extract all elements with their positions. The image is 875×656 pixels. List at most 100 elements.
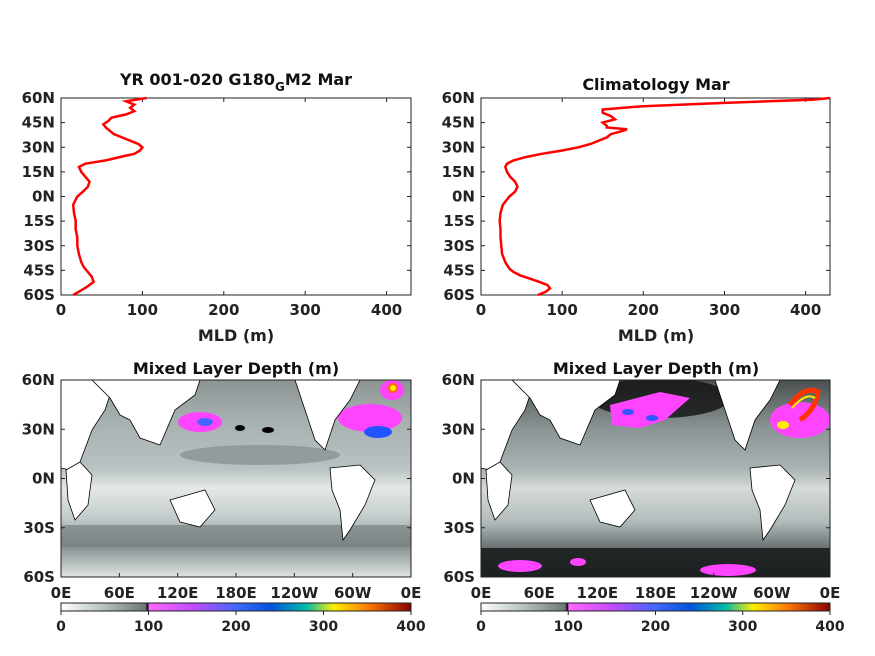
x-tick-label: 0 <box>56 301 66 319</box>
australia-land <box>589 489 636 528</box>
x-tick-label: 200 <box>208 301 239 319</box>
x-tick-label: 0E <box>51 584 72 602</box>
colorbar-tick-label: 300 <box>728 619 757 635</box>
peak-spot <box>777 421 789 429</box>
y-tick-label: 60N <box>22 89 55 107</box>
y-tick-label: 30S <box>23 237 55 255</box>
y-tick-label: 15S <box>443 212 475 230</box>
x-tick-label: 180E <box>215 584 257 602</box>
y-tick-label: 30S <box>443 237 475 255</box>
dark-patch <box>235 425 245 431</box>
dark-patch <box>262 427 274 433</box>
x-tick-label: 120E <box>157 584 199 602</box>
southern-high-mld <box>570 558 586 566</box>
x-tick-label: 120E <box>577 584 619 602</box>
southern-ocean-band <box>481 548 830 577</box>
southern-high-mld <box>700 564 756 576</box>
x-tick-label: 100 <box>127 301 158 319</box>
colorbar-tick-label: 400 <box>396 619 425 635</box>
labrador-peak <box>388 383 398 393</box>
y-tick-label: 45S <box>443 261 475 279</box>
y-tick-label: 15S <box>23 212 55 230</box>
x-tick-label: 300 <box>290 301 321 319</box>
x-tick-label: 180E <box>635 584 677 602</box>
x-tick-label: 400 <box>371 301 402 319</box>
colorbar-tick-label: 0 <box>56 619 66 635</box>
asia-land <box>511 380 621 446</box>
north-america-land <box>714 380 781 451</box>
southern-high-mld <box>498 560 542 572</box>
y-tick-label: 45N <box>442 114 475 132</box>
y-tick-label: 0N <box>452 188 475 206</box>
x-tick-label: 200 <box>628 301 659 319</box>
southern-africa-land <box>485 461 513 521</box>
y-tick-label: 60S <box>443 286 475 304</box>
y-tick-label: 30N <box>22 138 55 156</box>
north-america-land <box>294 380 361 451</box>
y-tick-label: 0N <box>452 470 475 488</box>
southern-africa-land <box>65 461 93 521</box>
y-tick-label: 15N <box>442 163 475 181</box>
x-tick-label: 60E <box>524 584 555 602</box>
x-tick-label: 0E <box>820 584 841 602</box>
kuroshio-high-mld <box>610 392 690 428</box>
y-tick-label: 60N <box>22 371 55 389</box>
y-tick-label: 60N <box>442 89 475 107</box>
x-tick-label: 60W <box>334 584 372 602</box>
x-tick-label: 0E <box>401 584 422 602</box>
y-tick-label: 30S <box>23 519 55 537</box>
y-tick-label: 60S <box>443 568 475 586</box>
y-tick-label: 45N <box>22 114 55 132</box>
colorbar-tick-label: 200 <box>641 619 670 635</box>
asia-land <box>91 380 201 446</box>
y-tick-label: 15N <box>22 163 55 181</box>
colorbar-gradient <box>480 602 831 612</box>
australia-land <box>169 489 216 528</box>
y-tick-label: 30S <box>443 519 475 537</box>
y-tick-label: 60S <box>23 568 55 586</box>
x-tick-label: 0E <box>471 584 492 602</box>
chart-title: Climatology Mar <box>582 75 729 94</box>
y-tick-label: 0N <box>32 470 55 488</box>
labrador-peak <box>788 387 821 423</box>
x-axis-label: MLD (m) <box>618 326 694 345</box>
x-tick-label: 100 <box>547 301 578 319</box>
gulf-stream-core <box>364 426 392 438</box>
colorbar-tick-label: 100 <box>134 619 163 635</box>
colorbar: 0 100 200 300 400 <box>476 602 845 635</box>
south-america-land <box>749 464 796 542</box>
colorbar: 0 100 200 300 400 <box>56 602 426 635</box>
profile-chart-model: YR 001-020 G180GM2 Mar 60N 45N 30N 15N 0N 15S… <box>22 70 412 345</box>
kuroshio-core <box>622 409 634 415</box>
y-tick-label: 30N <box>442 420 475 438</box>
plot-area <box>480 97 831 296</box>
chart-title: Mixed Layer Depth (m) <box>553 359 759 378</box>
labrador-peak-core <box>791 395 816 409</box>
south-america-land <box>329 464 376 542</box>
colorbar-tick-label: 0 <box>476 619 486 635</box>
x-tick-label: 120W <box>270 584 318 602</box>
mld-profile-line <box>71 96 147 297</box>
colorbar-tick-label: 200 <box>221 619 250 635</box>
colorbar-gradient <box>60 602 412 612</box>
mld-map-model: Mixed Layer Depth (m) 60N 30N 0N 30S 60S <box>22 359 426 635</box>
y-tick-label: 45S <box>23 261 55 279</box>
profile-chart-climatology: Climatology Mar 60N 45N 30N 15N 0N 15S 30S 45S 6… <box>442 75 831 345</box>
mld-profile-line <box>498 96 831 297</box>
x-tick-label: 60W <box>753 584 791 602</box>
y-tick-label: 60S <box>23 286 55 304</box>
plot-area <box>60 97 412 296</box>
x-tick-label: 400 <box>790 301 821 319</box>
x-axis-label: MLD (m) <box>198 326 274 345</box>
colorbar-tick-label: 400 <box>815 619 844 635</box>
colorbar-tick-label: 100 <box>554 619 583 635</box>
chart-title: YR 001-020 G180GM2 Mar <box>119 70 352 94</box>
y-tick-label: 60N <box>442 371 475 389</box>
pacific-dark-band <box>180 445 340 465</box>
x-tick-label: 120W <box>690 584 738 602</box>
southern-ocean-band <box>61 525 411 547</box>
x-tick-label: 60E <box>104 584 135 602</box>
y-tick-label: 30N <box>22 420 55 438</box>
